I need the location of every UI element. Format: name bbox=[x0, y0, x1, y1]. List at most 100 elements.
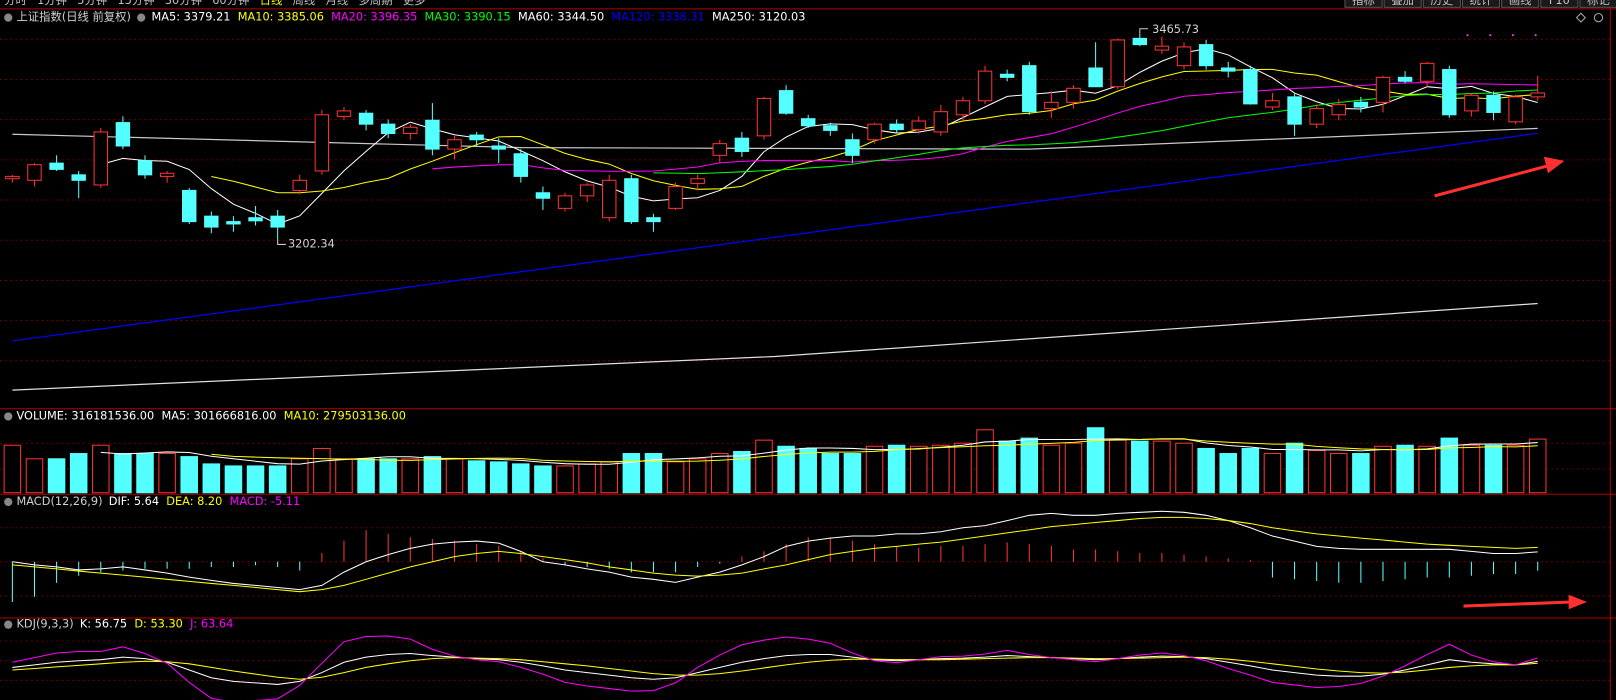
panel-title: KDJ(9,3,3) bbox=[16, 617, 73, 631]
toolbar-tab[interactable]: 多周期 bbox=[359, 0, 393, 7]
indicator-line bbox=[12, 510, 1538, 591]
volume-bar bbox=[1263, 453, 1282, 494]
volume-bar bbox=[1396, 444, 1414, 494]
legend-entry: MA5: 3379.21 bbox=[152, 10, 231, 24]
toolbar-tab[interactable]: 月线 bbox=[326, 0, 349, 7]
candle-body bbox=[579, 184, 595, 197]
candle-body bbox=[800, 118, 816, 127]
volume-bar bbox=[1064, 442, 1083, 494]
candle-body bbox=[1066, 87, 1081, 103]
volume-bar bbox=[268, 465, 287, 494]
candle-body bbox=[1221, 67, 1236, 72]
panel-icon[interactable] bbox=[4, 412, 13, 421]
volume-bar bbox=[224, 465, 243, 494]
volume-bar bbox=[799, 447, 817, 494]
panel-icon[interactable] bbox=[4, 497, 13, 507]
toolbar-tab[interactable]: 30分钟 bbox=[165, 0, 202, 7]
toolbar-button[interactable] bbox=[1461, 0, 1501, 8]
indicator-line bbox=[12, 516, 1538, 593]
dropdown-icon[interactable] bbox=[137, 13, 146, 22]
candle-body bbox=[867, 123, 882, 141]
annotation-pointer bbox=[1139, 28, 1149, 34]
volume-bar bbox=[622, 453, 641, 494]
candle-body bbox=[1044, 101, 1059, 110]
candle-body bbox=[403, 126, 418, 135]
panel-icon[interactable] bbox=[4, 13, 13, 22]
legend-entry: MACD: -5.11 bbox=[230, 494, 301, 508]
volume-bar bbox=[158, 453, 176, 494]
candle-body bbox=[491, 145, 506, 150]
toolbar-tab[interactable]: 1分钟 bbox=[37, 0, 67, 7]
volume-bar bbox=[711, 453, 729, 494]
toolbar-button-label: 统计 bbox=[1470, 0, 1493, 7]
ma-line bbox=[653, 89, 1538, 175]
candle-body bbox=[823, 125, 838, 131]
candle-body bbox=[469, 134, 484, 141]
toolbar-tab[interactable]: 周线 bbox=[293, 0, 316, 7]
candle-body bbox=[933, 111, 949, 133]
volume-bar bbox=[1418, 445, 1436, 494]
candle-body bbox=[734, 137, 750, 152]
toolbar-button[interactable] bbox=[1540, 0, 1579, 8]
toolbar-button-label: 历史 bbox=[1430, 0, 1453, 7]
volume-bar bbox=[357, 458, 375, 494]
candle-body bbox=[712, 143, 727, 156]
marker-dots bbox=[1466, 34, 1537, 37]
toolbar-tab[interactable]: 分时 bbox=[4, 0, 27, 7]
candle-body bbox=[447, 139, 462, 150]
candle-body bbox=[159, 172, 175, 177]
toolbar-button[interactable] bbox=[1579, 0, 1616, 8]
candle-body bbox=[646, 217, 661, 223]
toolbar-tab[interactable]: 60分钟 bbox=[212, 0, 249, 7]
volume-bar bbox=[755, 439, 773, 494]
toolbar-button-label: 画线 bbox=[1509, 0, 1532, 7]
ma-line bbox=[432, 82, 1538, 172]
toolbar-tab[interactable]: 更多 bbox=[403, 0, 426, 7]
volume-bar bbox=[1462, 444, 1481, 494]
candle-body bbox=[1442, 69, 1457, 116]
volume-bar bbox=[1241, 447, 1260, 494]
toolbar-tab[interactable]: 15分钟 bbox=[117, 0, 154, 7]
toolbar-button[interactable] bbox=[1501, 0, 1540, 8]
candle-body bbox=[624, 178, 639, 223]
toolbar-button-label: 指标 bbox=[1352, 0, 1375, 7]
toolbar-button[interactable] bbox=[1422, 0, 1461, 8]
candle-body bbox=[1397, 76, 1413, 82]
volume-bar bbox=[445, 458, 464, 494]
volume-bar bbox=[1042, 444, 1061, 494]
candle-body bbox=[1309, 108, 1324, 125]
indicator-line bbox=[12, 656, 1538, 680]
toolbar-button[interactable] bbox=[1344, 0, 1383, 8]
volume-bar bbox=[534, 465, 552, 494]
candle-body bbox=[1110, 39, 1125, 88]
volume-bar bbox=[1175, 442, 1193, 494]
candle-body bbox=[999, 73, 1015, 78]
candle-body bbox=[270, 215, 285, 228]
candle-body bbox=[1375, 76, 1391, 103]
volume-bar bbox=[202, 463, 221, 494]
toolbar-button-label: 叠加 bbox=[1391, 0, 1414, 7]
candle-body bbox=[358, 112, 374, 125]
candle-body bbox=[1419, 62, 1435, 82]
volume-bar bbox=[1352, 453, 1370, 494]
toolbar-tab[interactable]: 日线 bbox=[260, 0, 283, 7]
toolbar-tab[interactable]: 5分钟 bbox=[77, 0, 107, 7]
candle-body bbox=[248, 217, 263, 222]
legend-entry: D: 53.30 bbox=[134, 617, 183, 631]
volume-bar bbox=[1131, 440, 1149, 494]
panel-icon[interactable] bbox=[4, 620, 13, 629]
volume-bar bbox=[1020, 437, 1039, 494]
volume-bar bbox=[1086, 427, 1105, 494]
candle-body bbox=[314, 114, 330, 172]
legend-entry: MA20: 3396.35 bbox=[331, 10, 417, 24]
volume-bar bbox=[114, 453, 132, 494]
volume-bar bbox=[998, 440, 1016, 494]
toolbar-button[interactable] bbox=[1383, 0, 1422, 8]
candle-body bbox=[380, 123, 396, 135]
legend-entry: MA30: 3390.15 bbox=[425, 10, 511, 24]
candle-body bbox=[182, 189, 197, 223]
volume-bar bbox=[379, 458, 397, 494]
volume-bar bbox=[1330, 453, 1348, 494]
legend-entry: MA120: 3338.31 bbox=[611, 10, 704, 24]
volume-bar bbox=[1506, 444, 1525, 494]
